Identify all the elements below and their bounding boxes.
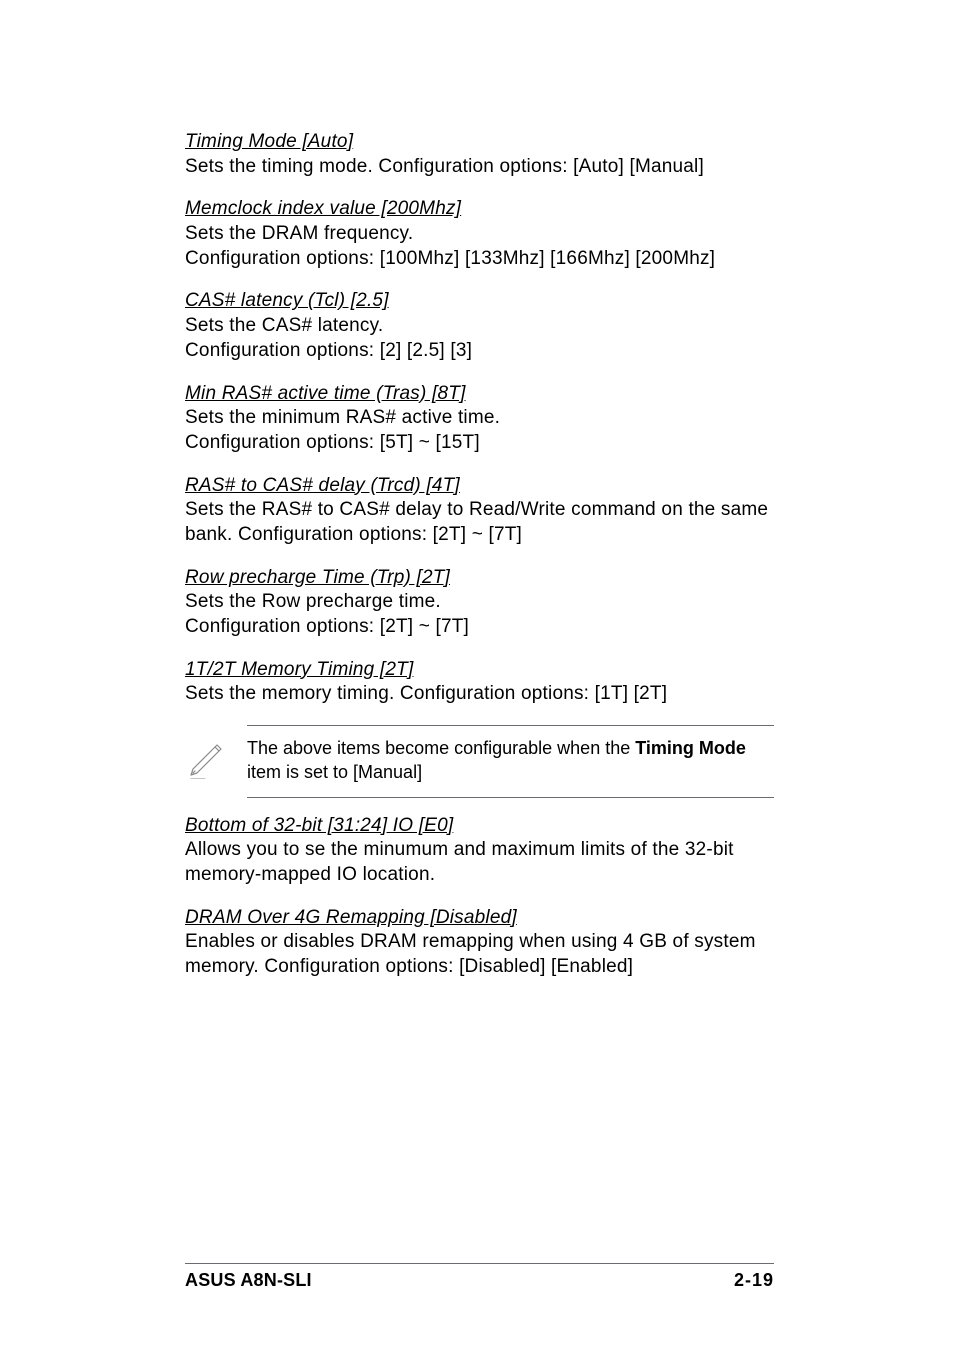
body-row-precharge-1: Sets the Row precharge time. <box>185 590 774 615</box>
heading-row-precharge: Row precharge Time (Trp) [2T] <box>185 566 774 591</box>
body-memclock-2: Configuration options: [100Mhz] [133Mhz]… <box>185 247 774 272</box>
footer-left: ASUS A8N-SLI <box>185 1270 312 1291</box>
note-bold: Timing Mode <box>635 738 746 758</box>
section-dram-over-4g: DRAM Over 4G Remapping [Disabled] Enable… <box>185 906 774 980</box>
section-min-ras: Min RAS# active time (Tras) [8T] Sets th… <box>185 382 774 456</box>
section-bottom-32bit: Bottom of 32-bit [31:24] IO [E0] Allows … <box>185 814 774 888</box>
body-min-ras-1: Sets the minimum RAS# active time. <box>185 406 774 431</box>
section-ras-to-cas: RAS# to CAS# delay (Trcd) [4T] Sets the … <box>185 474 774 548</box>
heading-bottom-32bit: Bottom of 32-bit [31:24] IO [E0] <box>185 814 774 839</box>
section-row-precharge: Row precharge Time (Trp) [2T] Sets the R… <box>185 566 774 640</box>
section-timing-mode: Timing Mode [Auto] Sets the timing mode.… <box>185 130 774 179</box>
pencil-note-icon <box>185 735 229 779</box>
section-1t2t: 1T/2T Memory Timing [2T] Sets the memory… <box>185 658 774 707</box>
heading-1t2t: 1T/2T Memory Timing [2T] <box>185 658 774 683</box>
heading-dram-over-4g: DRAM Over 4G Remapping [Disabled] <box>185 906 774 931</box>
body-min-ras-2: Configuration options: [5T] ~ [15T] <box>185 431 774 456</box>
note-prefix: The above items become configurable when… <box>247 738 635 758</box>
heading-ras-to-cas: RAS# to CAS# delay (Trcd) [4T] <box>185 474 774 499</box>
body-1t2t: Sets the memory timing. Configuration op… <box>185 682 774 707</box>
heading-cas-latency: CAS# latency (Tcl) [2.5] <box>185 289 774 314</box>
body-ras-to-cas: Sets the RAS# to CAS# delay to Read/Writ… <box>185 498 774 547</box>
body-row-precharge-2: Configuration options: [2T] ~ [7T] <box>185 615 774 640</box>
body-cas-latency-1: Sets the CAS# latency. <box>185 314 774 339</box>
section-memclock: Memclock index value [200Mhz] Sets the D… <box>185 197 774 271</box>
note-suffix: item is set to [Manual] <box>247 762 422 782</box>
heading-min-ras: Min RAS# active time (Tras) [8T] <box>185 382 774 407</box>
body-memclock-1: Sets the DRAM frequency. <box>185 222 774 247</box>
note-content: The above items become configurable when… <box>247 725 774 798</box>
section-cas-latency: CAS# latency (Tcl) [2.5] Sets the CAS# l… <box>185 289 774 363</box>
body-dram-over-4g: Enables or disables DRAM remapping when … <box>185 930 774 979</box>
heading-memclock: Memclock index value [200Mhz] <box>185 197 774 222</box>
body-bottom-32bit: Allows you to se the minumum and maximum… <box>185 838 774 887</box>
body-timing-mode: Sets the timing mode. Configuration opti… <box>185 155 774 180</box>
page-footer: ASUS A8N-SLI 2-19 <box>185 1263 774 1291</box>
heading-timing-mode: Timing Mode [Auto] <box>185 130 774 155</box>
body-cas-latency-2: Configuration options: [2] [2.5] [3] <box>185 339 774 364</box>
note-block: The above items become configurable when… <box>185 725 774 798</box>
footer-right: 2-19 <box>734 1270 774 1291</box>
